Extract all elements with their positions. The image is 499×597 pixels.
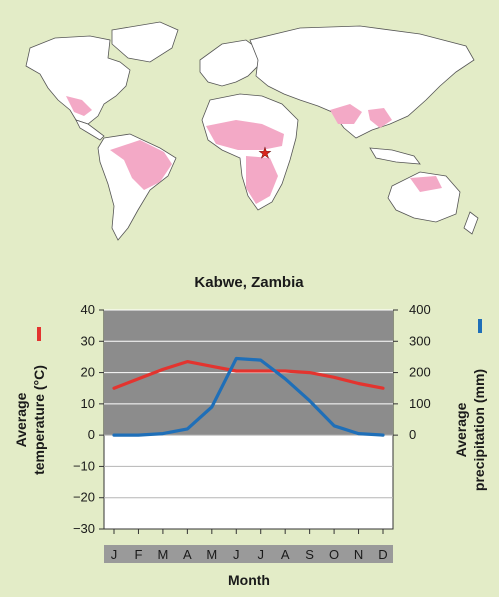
map-europe bbox=[199, 39, 263, 87]
right-tick-label: 400 bbox=[409, 302, 431, 317]
left-tick-label: 0 bbox=[88, 427, 95, 442]
month-label: D bbox=[378, 547, 387, 562]
right-tick-label: 300 bbox=[409, 333, 431, 348]
month-label: O bbox=[329, 547, 339, 562]
left-tick-label: 30 bbox=[81, 333, 95, 348]
series-layer bbox=[112, 356, 385, 437]
month-label: M bbox=[157, 547, 168, 562]
left-axis-label: Average temperature (°C) bbox=[13, 365, 47, 475]
right-tick-label: 200 bbox=[409, 365, 431, 380]
map-greenland bbox=[111, 21, 179, 63]
month-label: M bbox=[206, 547, 217, 562]
savanna-biome bbox=[66, 96, 442, 204]
left-tick-label: −10 bbox=[73, 458, 95, 473]
right-axis-label: Average precipitation (mm) bbox=[453, 369, 487, 491]
month-label: A bbox=[183, 547, 192, 562]
left-tick-label: 10 bbox=[81, 396, 95, 411]
month-band bbox=[104, 545, 393, 563]
month-label: S bbox=[305, 547, 314, 562]
right-tick-label: 100 bbox=[409, 396, 431, 411]
month-label: J bbox=[257, 547, 264, 562]
world-map bbox=[25, 21, 479, 241]
temperature-legend-swatch bbox=[37, 327, 41, 341]
left-axis-label-line1: Average bbox=[13, 392, 29, 447]
month-label: A bbox=[281, 547, 290, 562]
map-north-america bbox=[25, 35, 131, 125]
left-tick-label: 40 bbox=[81, 302, 95, 317]
month-label: J bbox=[111, 547, 118, 562]
left-axis: 40 30 20 10 0 −10 −20 −30 bbox=[73, 302, 104, 536]
precipitation-line bbox=[112, 356, 385, 437]
month-label: N bbox=[354, 547, 363, 562]
location-star-icon: ★ bbox=[258, 145, 271, 162]
map-central-america bbox=[75, 119, 105, 141]
temperature-line bbox=[112, 360, 385, 390]
map-indonesia bbox=[369, 147, 421, 165]
left-tick-label: 20 bbox=[81, 365, 95, 380]
right-axis-label-line2: precipitation (mm) bbox=[471, 369, 487, 491]
left-tick-label: −30 bbox=[73, 521, 95, 536]
chart-title: Kabwe, Zambia bbox=[194, 274, 304, 291]
x-axis-label: Month bbox=[228, 572, 270, 588]
month-label: J bbox=[233, 547, 240, 562]
right-tick-label: 0 bbox=[409, 427, 416, 442]
right-axis: 400 300 200 100 0 bbox=[393, 302, 431, 442]
plot-area bbox=[103, 309, 394, 530]
month-label: F bbox=[134, 547, 142, 562]
map-australia bbox=[387, 171, 461, 223]
left-axis-label-line2: temperature (°C) bbox=[31, 365, 47, 475]
precipitation-legend-swatch bbox=[478, 319, 482, 333]
map-new-zealand bbox=[463, 211, 479, 235]
right-axis-label-line1: Average bbox=[453, 402, 469, 457]
left-tick-label: −20 bbox=[73, 490, 95, 505]
